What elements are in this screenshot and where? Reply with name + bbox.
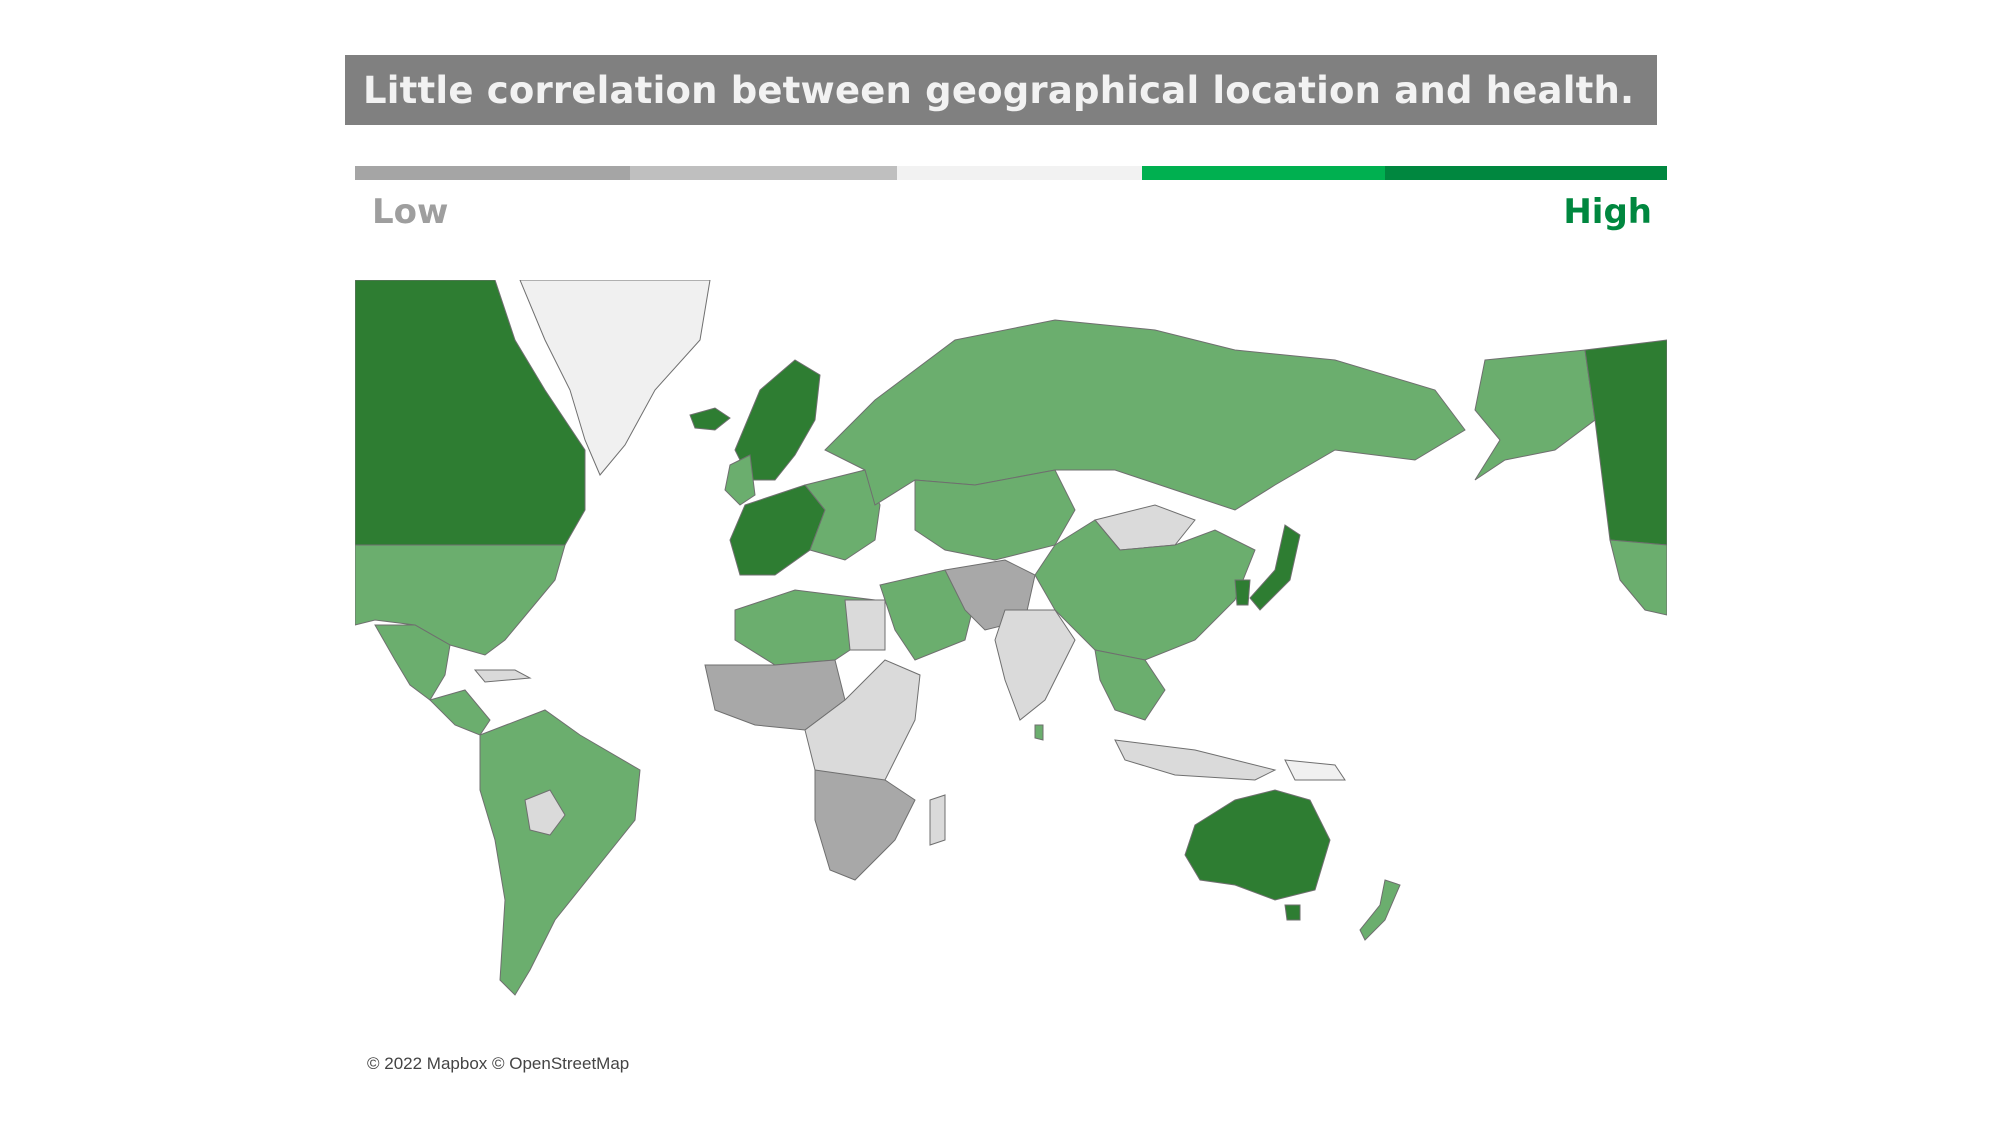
region-mexico[interactable] xyxy=(374,624,451,701)
map-attribution: © 2022 Mapbox © OpenStreetMap xyxy=(367,1054,630,1073)
scale-segment-2 xyxy=(630,166,897,180)
region-bolivia[interactable] xyxy=(524,789,566,836)
region-uk[interactable] xyxy=(724,454,756,506)
choropleth-map xyxy=(355,280,1667,996)
region-tasmania[interactable] xyxy=(1284,904,1301,921)
region-central-america[interactable] xyxy=(429,689,491,736)
world-map[interactable] xyxy=(355,280,1667,1080)
scale-segment-1 xyxy=(355,166,630,180)
region-southern-africa[interactable] xyxy=(814,769,916,881)
region-japan[interactable] xyxy=(1249,524,1301,611)
scale-segment-5 xyxy=(1385,166,1667,180)
region-korea[interactable] xyxy=(1234,579,1251,606)
region-new-guinea[interactable] xyxy=(1284,759,1346,781)
legend-low-label: Low xyxy=(372,192,449,232)
region-madagascar[interactable] xyxy=(929,794,946,846)
region-caribbean[interactable] xyxy=(473,669,532,683)
region-sri-lanka[interactable] xyxy=(1034,724,1044,741)
region-central-asia[interactable] xyxy=(914,469,1076,561)
region-alaska[interactable] xyxy=(1474,349,1596,481)
page-title: Little correlation between geographical … xyxy=(363,68,1635,112)
region-usa-wrap[interactable] xyxy=(1609,539,1667,616)
region-south-america[interactable] xyxy=(479,709,641,996)
region-canada-wrap[interactable] xyxy=(1584,339,1667,546)
title-banner: Little correlation between geographical … xyxy=(345,55,1657,125)
region-greenland[interactable] xyxy=(519,280,711,476)
region-usa[interactable] xyxy=(355,544,566,656)
color-scale-bar xyxy=(355,166,1667,180)
legend-high-label: High xyxy=(1563,192,1652,232)
region-indonesia[interactable] xyxy=(1114,739,1277,781)
region-iceland[interactable] xyxy=(689,407,731,431)
region-scandinavia[interactable] xyxy=(734,359,821,481)
region-southeast-asia[interactable] xyxy=(1094,649,1166,721)
region-australia[interactable] xyxy=(1184,789,1331,901)
region-new-zealand[interactable] xyxy=(1359,879,1401,941)
scale-segment-3 xyxy=(897,166,1142,180)
scale-segment-4 xyxy=(1142,166,1385,180)
region-india[interactable] xyxy=(994,609,1076,721)
region-egypt[interactable] xyxy=(844,599,886,651)
